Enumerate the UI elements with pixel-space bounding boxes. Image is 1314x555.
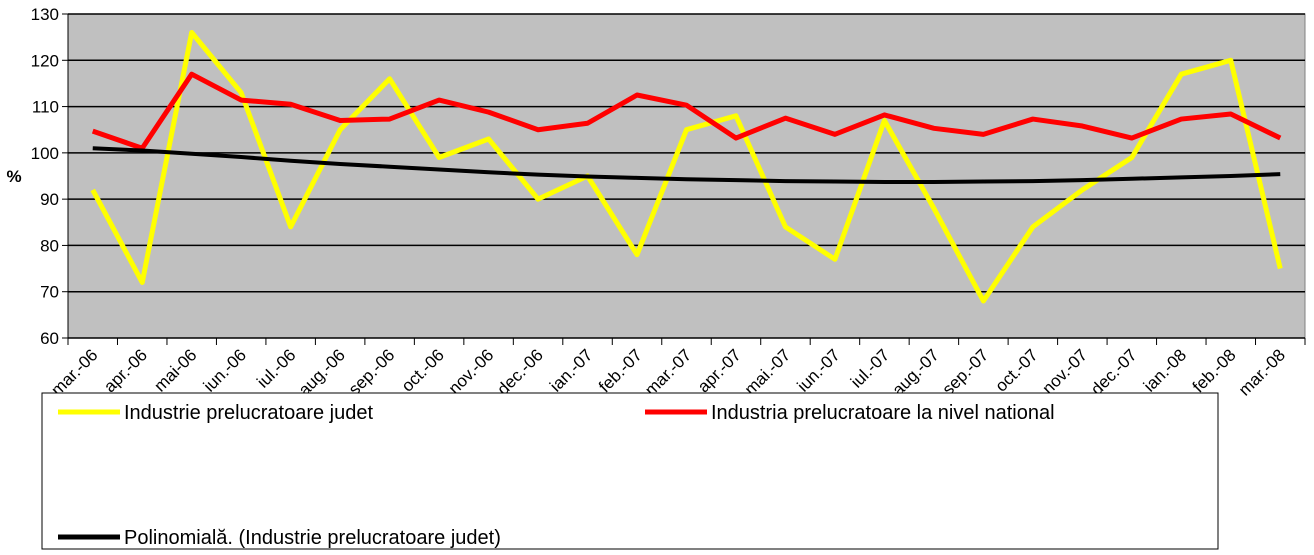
- x-tick-label: mar.-06: [47, 345, 101, 399]
- x-tick-label: mar.-08: [1235, 345, 1289, 399]
- x-tick-label: feb.-07: [595, 345, 646, 396]
- x-tick-label: nov.-07: [1039, 345, 1092, 398]
- plot-area: [67, 13, 1306, 339]
- x-tick-label: feb.-08: [1189, 345, 1240, 396]
- y-tick-label: 100: [31, 144, 59, 163]
- y-tick-label: 80: [40, 236, 59, 255]
- x-tick-label: nov.-06: [445, 345, 498, 398]
- x-tick-label: iun.-06: [200, 345, 250, 395]
- legend-label: Industria prelucratoare la nivel nationa…: [711, 402, 1055, 424]
- x-tick-label: iul.-07: [847, 345, 893, 391]
- x-tick-label: iun.-07: [794, 345, 844, 395]
- x-tick-label: dec.-06: [493, 345, 547, 399]
- x-tick-label: ian.-07: [546, 345, 596, 395]
- series-line: [90, 30, 1283, 304]
- y-tick-label: 90: [40, 190, 59, 209]
- x-tick-label: mai.-07: [741, 345, 795, 399]
- y-tick-label: 130: [31, 5, 59, 24]
- y-axis-label: %: [6, 167, 21, 186]
- x-tick-label: mai-06: [150, 345, 200, 395]
- series-line: [91, 71, 1282, 151]
- x-tick-label: apr.-06: [100, 345, 151, 396]
- x-tick-label: aug.-07: [889, 345, 943, 399]
- x-tick-label: ian.-08: [1140, 345, 1190, 395]
- x-tick-label: apr.-07: [694, 345, 745, 396]
- x-tick-label: sep.-06: [345, 345, 399, 399]
- x-tick-label: iul.-06: [253, 345, 299, 391]
- legend-label: Polinomială. (Industrie prelucratoare ju…: [124, 527, 501, 549]
- x-tick-label: oct.-06: [398, 345, 448, 395]
- y-tick-label: 120: [31, 51, 59, 70]
- x-tick-label: sep.-07: [939, 345, 993, 399]
- x-tick-label: dec.-07: [1087, 345, 1141, 399]
- y-tick-label: 110: [32, 98, 59, 117]
- legend-label: Industrie prelucratoare judet: [124, 402, 373, 424]
- legend-box: [41, 392, 1219, 550]
- y-tick-label: 60: [40, 329, 59, 348]
- series-line: [92, 146, 1281, 185]
- x-tick-label: aug.-06: [295, 345, 349, 399]
- x-tick-label: oct.-07: [991, 345, 1041, 395]
- y-tick-label: 70: [40, 283, 59, 302]
- x-tick-label: mar.-07: [641, 345, 695, 399]
